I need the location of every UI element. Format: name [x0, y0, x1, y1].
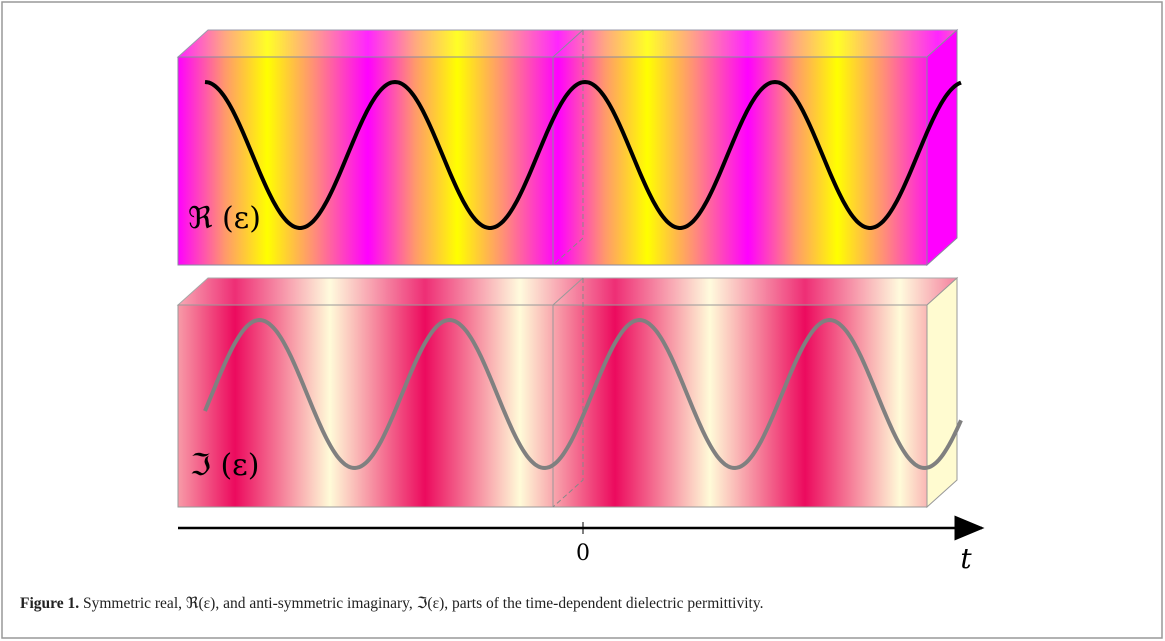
- imag-box: [176, 276, 963, 509]
- axis-label: t: [960, 542, 972, 575]
- panel-label: ℑ (ε): [190, 448, 259, 483]
- caption-number: Figure 1.: [20, 595, 79, 612]
- panel-label: ℜ (ε): [188, 201, 261, 236]
- caption-text: Symmetric real, ℜ(ε), and anti-symmetric…: [79, 595, 763, 612]
- real-box: [176, 28, 962, 267]
- caption: Figure 1. Symmetric real, ℜ(ε), and anti…: [20, 595, 763, 612]
- origin-label: 0: [576, 541, 590, 566]
